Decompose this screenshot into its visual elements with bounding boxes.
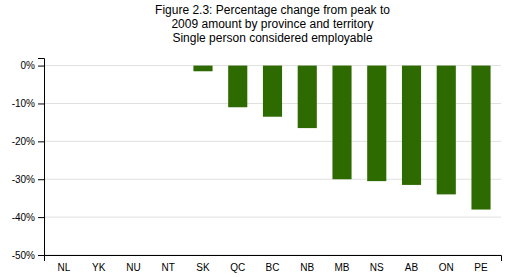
bar	[367, 66, 386, 182]
grid	[44, 66, 501, 255]
bar	[263, 66, 282, 117]
y-axis-line	[38, 59, 45, 256]
y-tick-label: -10%	[12, 98, 35, 109]
bar	[437, 66, 456, 195]
bar	[54, 65, 73, 66]
x-tick: NB	[300, 262, 314, 273]
x-tick: PE	[474, 262, 488, 273]
x-axis-line	[45, 256, 502, 262]
x-axis: NL YK NU NT SK QC BC NB MB NS AB ON PE	[45, 256, 502, 274]
bar	[332, 66, 351, 180]
x-tick: SK	[196, 262, 210, 273]
bar	[124, 65, 143, 66]
bar	[228, 66, 247, 108]
x-tick-label: SK	[196, 262, 210, 273]
x-tick: NT	[162, 262, 175, 273]
x-tick-label: NL	[58, 262, 71, 273]
y-tick-label: -30%	[12, 174, 35, 185]
grid-line	[44, 179, 501, 180]
y-tick-mark	[38, 217, 44, 218]
y-tick-label: -50%	[12, 250, 35, 261]
y-tick: 0%	[21, 60, 44, 71]
x-tick: YK	[92, 262, 106, 273]
x-tick: AB	[405, 262, 419, 273]
x-tick: QC	[230, 262, 245, 273]
y-tick-label: -40%	[12, 212, 35, 223]
y-tick-mark	[38, 179, 44, 180]
y-tick-label: -20%	[12, 136, 35, 147]
x-tick-label: NT	[162, 262, 175, 273]
bar	[159, 65, 178, 66]
y-tick: -10%	[12, 98, 44, 109]
chart: Figure 2.3: Percentage change from peak …	[0, 0, 513, 277]
bar	[402, 66, 421, 185]
x-tick-label: QC	[230, 262, 245, 273]
y-tick: -50%	[12, 250, 44, 261]
x-tick: NS	[370, 262, 384, 273]
bars	[193, 66, 490, 210]
y-tick: -40%	[12, 212, 44, 223]
x-tick: MB	[335, 262, 350, 273]
plot: 0% -10% -20% -30% -40% -50% NL YK NU NT SK QC BC NB MB…	[12, 59, 502, 274]
y-axis: 0% -10% -20% -30% -40% -50%	[12, 59, 45, 261]
x-tick-label: AB	[405, 262, 419, 273]
y-tick-mark	[38, 103, 44, 104]
x-tick: ON	[439, 262, 454, 273]
x-tick-label: ON	[439, 262, 454, 273]
x-tick-label: BC	[266, 262, 280, 273]
x-tick-label: NU	[126, 262, 140, 273]
bar	[89, 65, 108, 66]
grid-line	[44, 217, 501, 218]
x-tick: BC	[266, 262, 280, 273]
x-tick-label: NB	[300, 262, 314, 273]
y-tick-mark	[38, 141, 44, 142]
y-tick-label: 0%	[21, 60, 36, 71]
x-tick-label: MB	[335, 262, 350, 273]
bar	[298, 66, 317, 129]
x-tick: NL	[58, 262, 71, 273]
x-tick-label: YK	[92, 262, 106, 273]
x-tick: NU	[126, 262, 140, 273]
y-tick: -30%	[12, 174, 44, 185]
grid-line	[44, 141, 501, 142]
x-tick-label: NS	[370, 262, 384, 273]
bar	[193, 66, 212, 72]
title: Figure 2.3: Percentage change from peak …	[155, 3, 390, 45]
bar	[471, 66, 490, 210]
y-tick-mark	[38, 255, 44, 256]
y-tick-mark	[38, 66, 44, 67]
x-tick-label: PE	[474, 262, 488, 273]
y-tick: -20%	[12, 136, 44, 147]
